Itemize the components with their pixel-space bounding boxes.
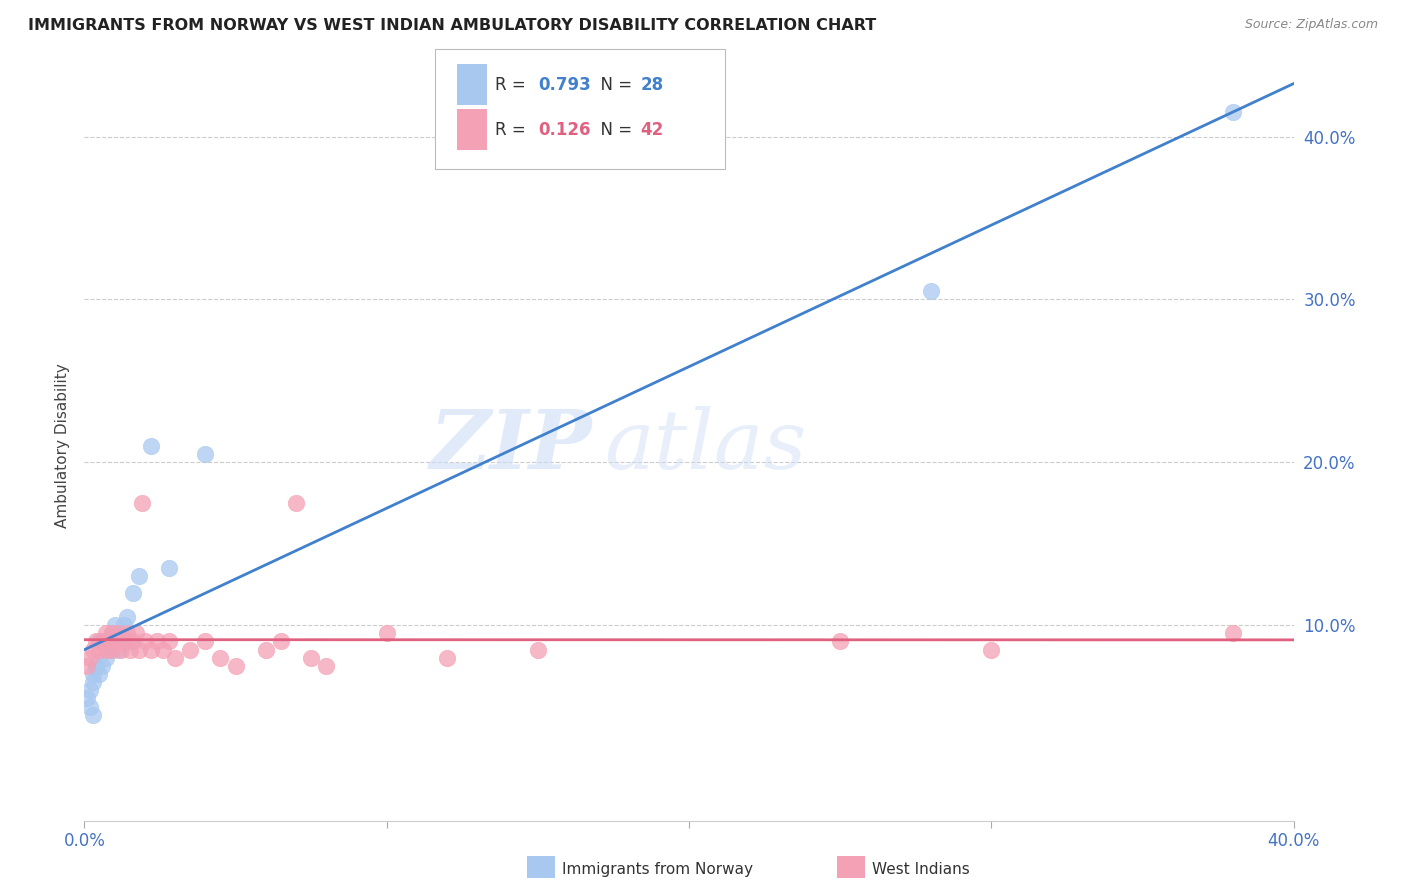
Point [100, 642, 122, 657]
Point [89, 642, 111, 657]
Point [97, 634, 120, 648]
FancyBboxPatch shape [457, 109, 486, 150]
Point [139, 439, 162, 453]
Point [299, 650, 322, 665]
Point [165, 650, 187, 665]
Text: R =: R = [495, 120, 531, 139]
Text: N =: N = [589, 120, 637, 139]
Point [436, 650, 458, 665]
Point [134, 634, 156, 648]
Point [104, 634, 127, 648]
Point [315, 659, 337, 673]
Point [980, 642, 1002, 657]
Point [209, 650, 232, 665]
Point [131, 496, 153, 510]
Point [270, 634, 292, 648]
Point [118, 642, 141, 657]
Point [86, 659, 108, 673]
Point [121, 634, 143, 648]
FancyBboxPatch shape [434, 49, 725, 169]
Point [179, 642, 201, 657]
Text: IMMIGRANTS FROM NORWAY VS WEST INDIAN AMBULATORY DISABILITY CORRELATION CHART: IMMIGRANTS FROM NORWAY VS WEST INDIAN AM… [28, 18, 876, 33]
Point [375, 626, 398, 640]
Text: Immigrants from Norway: Immigrants from Norway [562, 863, 754, 877]
Point [79, 699, 101, 714]
Point [91, 659, 114, 673]
Point [110, 626, 132, 640]
Point [112, 618, 135, 632]
Point [107, 626, 129, 640]
Point [194, 447, 217, 461]
Text: atlas: atlas [605, 406, 807, 486]
Point [125, 626, 148, 640]
Point [91, 634, 114, 648]
Point [94, 626, 117, 640]
Y-axis label: Ambulatory Disability: Ambulatory Disability [55, 364, 70, 528]
Point [110, 642, 132, 657]
Point [139, 642, 162, 657]
Point [194, 634, 217, 648]
Point [86, 634, 108, 648]
Point [920, 285, 942, 299]
Text: 0.126: 0.126 [538, 120, 591, 139]
Point [157, 634, 180, 648]
Point [115, 626, 138, 640]
Point [97, 634, 120, 648]
Text: Source: ZipAtlas.com: Source: ZipAtlas.com [1244, 18, 1378, 31]
Point [146, 634, 169, 648]
Point [112, 634, 135, 648]
Text: ZIP: ZIP [430, 406, 592, 486]
Point [115, 610, 138, 624]
Point [1222, 626, 1244, 640]
Point [104, 634, 127, 648]
Point [830, 634, 852, 648]
Point [76, 659, 98, 673]
Point [128, 569, 150, 583]
Text: West Indians: West Indians [872, 863, 970, 877]
Point [118, 634, 141, 648]
Point [82, 675, 104, 690]
Point [104, 618, 127, 632]
Point [79, 650, 101, 665]
Point [254, 642, 277, 657]
Point [225, 659, 247, 673]
Point [97, 642, 120, 657]
Point [76, 691, 98, 706]
Point [94, 650, 117, 665]
FancyBboxPatch shape [457, 64, 486, 105]
Text: 0.793: 0.793 [538, 76, 591, 94]
Point [100, 626, 122, 640]
Point [94, 642, 117, 657]
Point [152, 642, 174, 657]
Point [107, 642, 129, 657]
Point [89, 634, 111, 648]
Point [100, 626, 122, 640]
Text: N =: N = [589, 76, 637, 94]
Point [82, 707, 104, 722]
Point [285, 496, 308, 510]
Text: R =: R = [495, 76, 531, 94]
Point [89, 667, 111, 681]
Point [1222, 105, 1244, 120]
Point [82, 642, 104, 657]
Point [527, 642, 550, 657]
Point [82, 667, 104, 681]
Point [128, 642, 150, 657]
Text: 28: 28 [641, 76, 664, 94]
Point [121, 585, 143, 599]
Point [157, 561, 180, 575]
Text: 42: 42 [641, 120, 664, 139]
Point [79, 683, 101, 698]
